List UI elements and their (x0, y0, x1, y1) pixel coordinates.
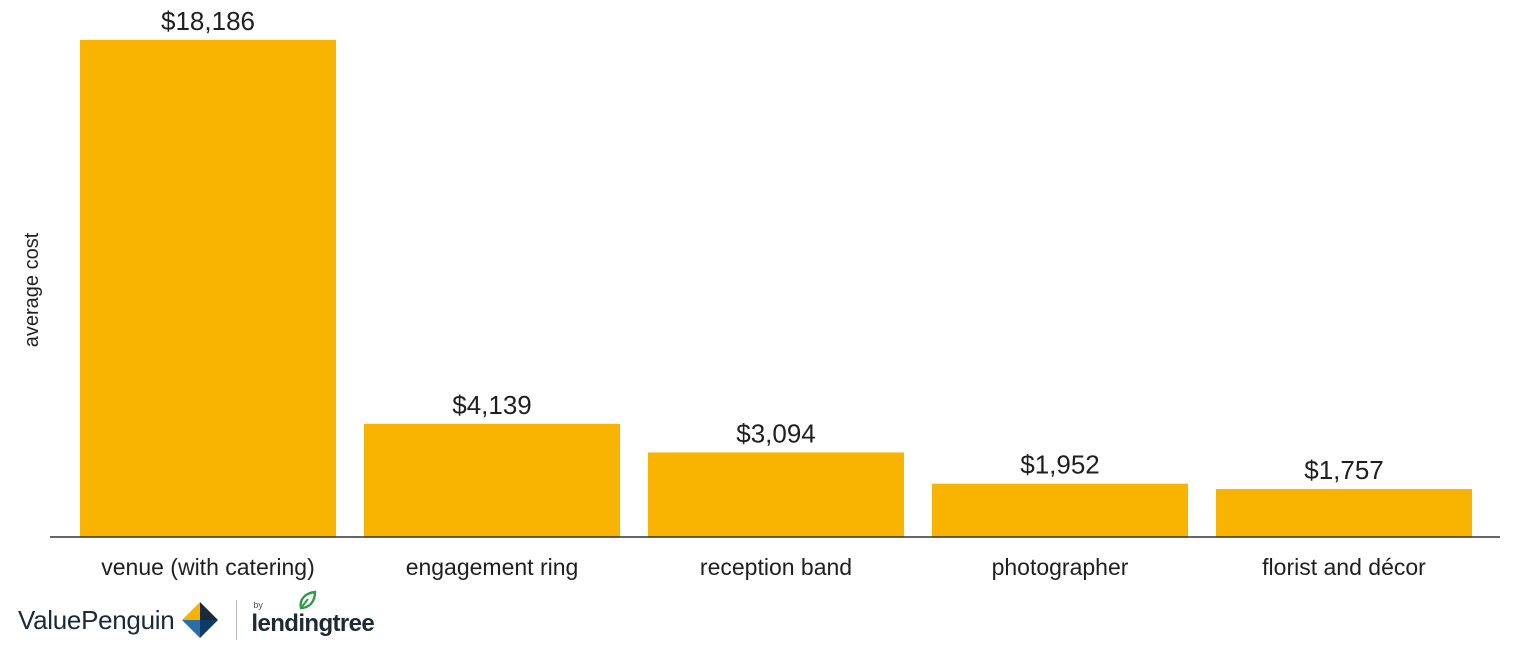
bar-1 (80, 40, 336, 537)
bars-group (80, 40, 1472, 537)
bar-4 (932, 483, 1188, 537)
category-label-3: reception band (700, 554, 852, 580)
valuepenguin-logo-icon (182, 602, 219, 638)
lendingtree-leaf-icon (299, 590, 317, 610)
bar-2 (364, 423, 620, 537)
category-label-4: photographer (992, 554, 1129, 580)
bar-3 (648, 452, 904, 537)
bar-chart: average cost $18,186$4,139$3,094$1,952 $1… (21, 6, 1500, 580)
category-label-1: venue (with catering) (101, 554, 315, 580)
value-label-5: $1,757 (1304, 455, 1384, 485)
value-labels-group: $18,186 $4,139 $3,094 $1,952 $1,757 (161, 6, 1384, 485)
category-labels-group: venue (with catering) engagement ring rece… (101, 554, 1426, 580)
category-label-2: engagement ring (406, 554, 579, 580)
lendingtree-by-text: by (253, 600, 263, 610)
value-label-4: $1,952 (1020, 450, 1100, 480)
lendingtree-wordmark: lendingtree (251, 610, 375, 637)
value-label-1: $18,186 (161, 6, 255, 36)
valuepenguin-wordmark: ValuePenguin (18, 604, 175, 635)
footer-branding: ValuePenguin by lendingtree (18, 590, 375, 648)
bar-5 (1216, 488, 1472, 537)
value-label-3: $3,094 (736, 418, 816, 448)
value-label-2: $4,139 (452, 390, 532, 420)
y-axis-title: average cost (21, 232, 43, 347)
footer-divider (236, 600, 238, 640)
category-label-5: florist and décor (1262, 554, 1426, 580)
